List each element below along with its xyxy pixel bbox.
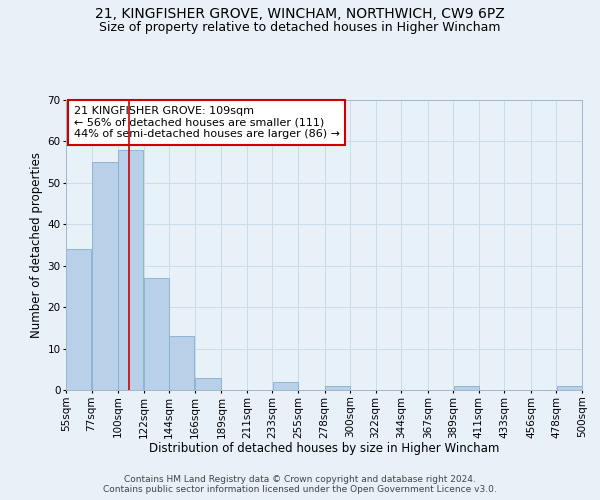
X-axis label: Distribution of detached houses by size in Higher Wincham: Distribution of detached houses by size … xyxy=(149,442,499,455)
Bar xyxy=(195,378,221,390)
Bar xyxy=(325,386,350,390)
Bar xyxy=(169,336,194,390)
Bar xyxy=(557,386,582,390)
Text: 21 KINGFISHER GROVE: 109sqm
← 56% of detached houses are smaller (111)
44% of se: 21 KINGFISHER GROVE: 109sqm ← 56% of det… xyxy=(74,106,340,139)
Bar xyxy=(118,150,143,390)
Bar xyxy=(454,386,479,390)
Bar xyxy=(144,278,169,390)
Text: 21, KINGFISHER GROVE, WINCHAM, NORTHWICH, CW9 6PZ: 21, KINGFISHER GROVE, WINCHAM, NORTHWICH… xyxy=(95,8,505,22)
Bar xyxy=(92,162,118,390)
Y-axis label: Number of detached properties: Number of detached properties xyxy=(30,152,43,338)
Text: Size of property relative to detached houses in Higher Wincham: Size of property relative to detached ho… xyxy=(99,21,501,34)
Text: Contains HM Land Registry data © Crown copyright and database right 2024.
Contai: Contains HM Land Registry data © Crown c… xyxy=(103,474,497,494)
Bar xyxy=(272,382,298,390)
Bar xyxy=(66,249,91,390)
